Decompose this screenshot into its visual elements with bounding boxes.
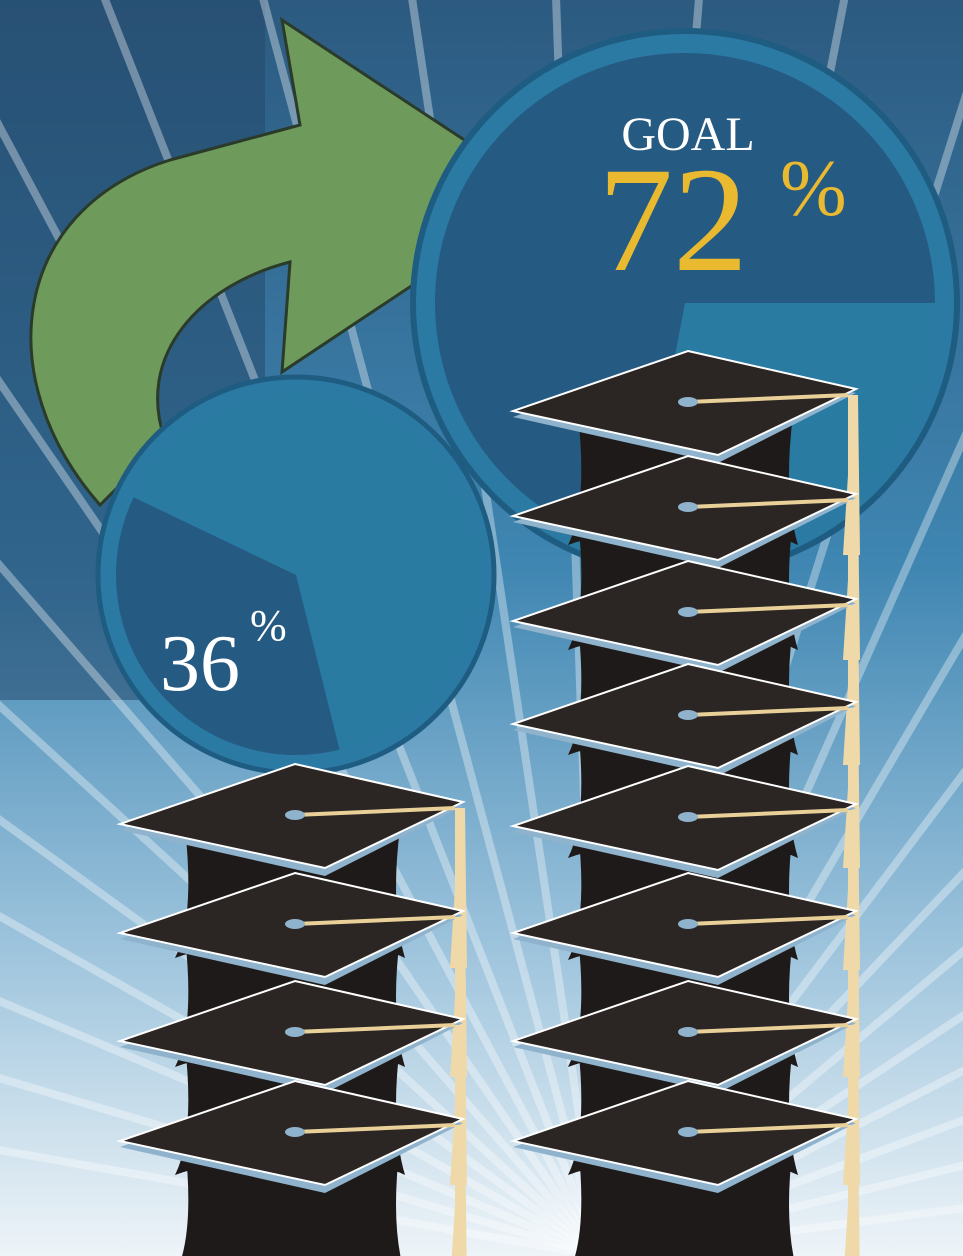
ray	[599, 1161, 963, 1256]
goal-unit: %	[780, 145, 847, 233]
goal-label: GOAL	[621, 108, 754, 161]
goal-value: 72	[598, 137, 748, 303]
ray	[598, 1066, 963, 1256]
current-wedge	[115, 497, 340, 756]
current-unit: %	[250, 601, 287, 650]
ray	[0, 700, 603, 1256]
ray	[599, 1204, 963, 1256]
current-value: 36	[160, 620, 240, 708]
ray	[598, 1116, 963, 1256]
arrow	[29, 16, 551, 508]
ray	[0, 559, 604, 1256]
